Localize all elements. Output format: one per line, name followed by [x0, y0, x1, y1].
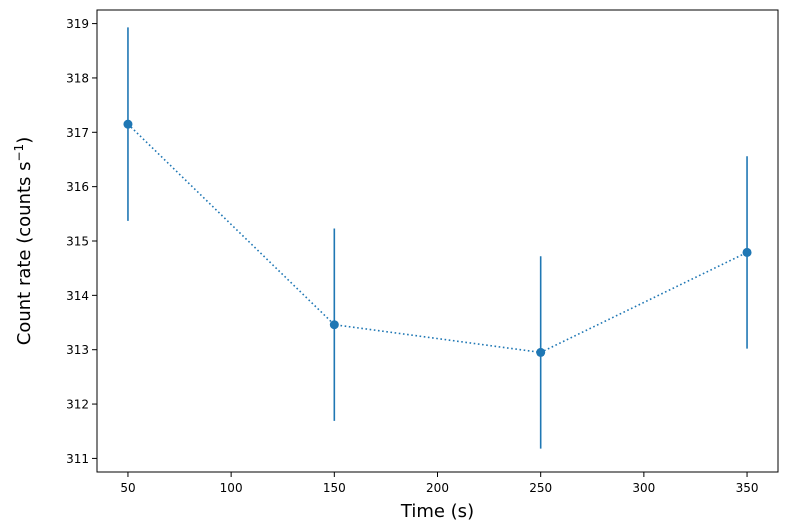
y-axis-title-close: )	[14, 137, 35, 144]
x-tick-label: 300	[632, 481, 655, 495]
y-axis-title-superscript: −1	[12, 144, 26, 162]
data-point	[329, 320, 339, 330]
x-tick-label: 150	[323, 481, 346, 495]
y-tick-label: 316	[66, 180, 89, 194]
data-point	[536, 347, 546, 357]
data-point	[742, 247, 752, 257]
x-tick-label: 100	[220, 481, 243, 495]
y-tick-label: 313	[66, 343, 89, 357]
y-tick-label: 317	[66, 126, 89, 140]
x-tick-label: 50	[120, 481, 135, 495]
ticks-layer: 50 100 150 200 250 300 350 311 312 313 314 315 316 31…	[66, 17, 758, 495]
y-tick-label: 315	[66, 235, 89, 249]
x-tick-label: 350	[736, 481, 759, 495]
y-tick-label: 319	[66, 17, 89, 31]
data-layer	[123, 27, 752, 449]
y-tick-label: 312	[66, 398, 89, 412]
x-axis-title: Time (s)	[400, 501, 474, 522]
y-tick-label: 311	[66, 452, 89, 466]
x-tick-label: 200	[426, 481, 449, 495]
y-axis-title: Count rate (counts s−1)	[12, 137, 35, 345]
x-tick-label: 250	[529, 481, 552, 495]
series-line	[127, 123, 748, 354]
plot-frame	[96, 9, 779, 473]
y-tick-label: 314	[66, 289, 89, 303]
y-tick-label: 318	[66, 71, 89, 85]
data-point	[123, 119, 133, 129]
y-axis-title-main: Count rate (counts s	[14, 161, 35, 345]
